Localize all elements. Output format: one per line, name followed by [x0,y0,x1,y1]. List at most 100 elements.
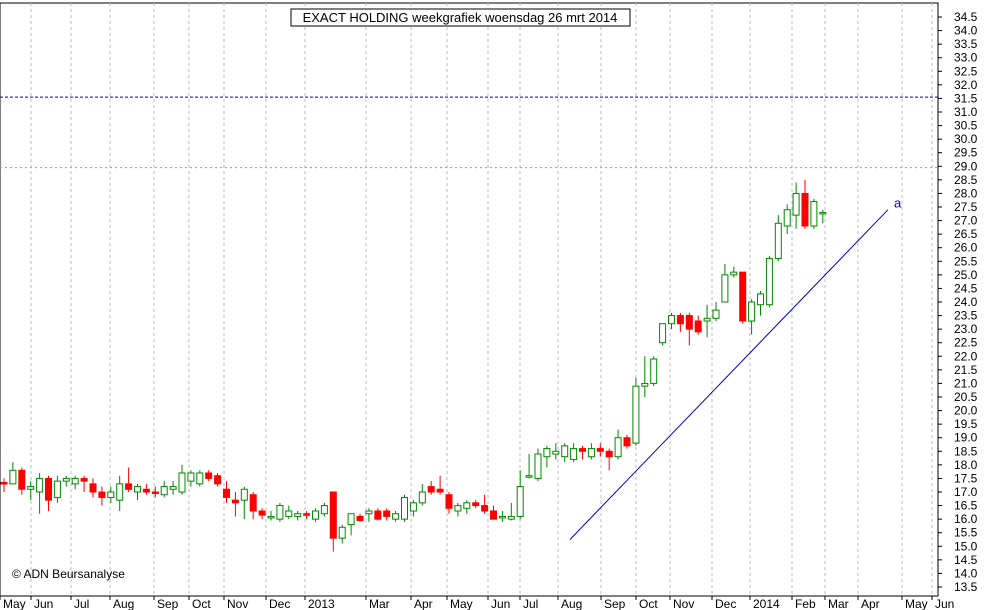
candle-body [53,480,61,498]
y-tick-label: 29.5 [954,146,978,160]
candle-body [249,494,257,512]
copyright-text: © ADN Beursanalyse [12,567,125,581]
y-tick-label: 26.0 [954,241,978,255]
y-tick-label: 20.5 [954,390,978,404]
candle-body [650,358,658,384]
y-tick-label: 26.5 [954,227,978,241]
candle-body [392,513,400,520]
candle-body [134,486,141,493]
candle-body [757,293,764,306]
candle-body [365,510,373,515]
y-tick-label: 22.0 [954,349,978,363]
candle-body [712,309,720,319]
y-tick-label: 34.0 [954,24,978,38]
y-tick-label: 16.0 [954,512,978,526]
y-tick-label: 27.0 [954,214,978,228]
y-tick-label: 23.5 [954,309,978,323]
candle-body [810,201,818,227]
chart-title: EXACT HOLDING weekgrafiek woensdag 26 mr… [303,10,618,25]
candle-body [498,515,506,519]
candle-body [659,323,667,344]
candle-body [18,469,26,490]
candle-body [374,510,382,520]
candle-body [454,505,462,512]
candle-body [587,448,595,458]
y-tick-label: 28.5 [954,173,978,187]
y-tick-label: 17.0 [954,485,978,499]
candle-body [632,385,640,444]
candle-body [561,445,569,458]
candle-body [543,448,551,458]
candle-body [748,301,756,322]
trendline-label: a [894,196,902,211]
candle-body [214,475,222,485]
candle-body [142,488,150,493]
x-tick-label: Apr [861,597,880,610]
y-tick-label: 21.0 [954,376,978,390]
candle-body [223,488,230,498]
x-tick-label: Jul [523,597,538,610]
x-tick-label: Aug [113,597,134,610]
x-tick-label: Oct [192,597,211,610]
x-tick-label: Aug [561,597,582,610]
candle-body [205,472,213,479]
candle-body [169,486,177,490]
candle-body [783,209,791,227]
candle-body [187,472,195,482]
candle-body [721,274,729,303]
y-tick-label: 18.0 [954,458,978,472]
candle-body [401,496,408,520]
candle-body [730,271,738,276]
candle-body [27,486,35,490]
y-tick-label: 32.0 [954,78,978,92]
candle-body [338,526,346,539]
candle-body [668,315,675,325]
candle-body [694,320,702,333]
candle-body [276,505,284,520]
y-tick-label: 19.5 [954,417,978,431]
x-tick-label: Jul [74,597,89,610]
y-tick-label: 33.5 [954,37,978,51]
y-tick-label: 27.5 [954,200,978,214]
candle-body [472,502,480,507]
y-tick-label: 22.5 [954,336,978,350]
y-tick-label: 31.0 [954,105,978,119]
plot-area-border [0,2,939,597]
candle-body [641,382,649,387]
candle-body [552,450,560,455]
candle-body [240,488,248,501]
candle-body [703,317,711,322]
y-tick-label: 32.5 [954,64,978,78]
candle-body [347,513,355,526]
x-tick-label: Dec [269,597,290,610]
x-tick-label: Feb [795,597,816,610]
title-box [290,8,631,27]
candle-body [765,258,773,306]
x-tick-label: Jun [491,597,510,610]
y-tick-label: 15.0 [954,539,978,553]
candle-body [819,211,827,215]
candle-body [623,437,631,447]
y-tick-label: 13.5 [954,580,978,594]
y-tick-label: 19.0 [954,431,978,445]
y-tick-label: 30.5 [954,119,978,133]
y-tick-label: 34.5 [954,10,978,24]
y-tick-label: 25.0 [954,268,978,282]
candle-body [605,450,613,458]
candle-body [303,513,311,516]
candle-body [427,486,435,493]
x-tick-label: Oct [639,597,658,610]
candle-body [107,491,115,498]
x-tick-label: May [3,597,26,610]
candle-body [516,486,524,517]
y-tick-label: 24.0 [954,295,978,309]
candle-body [579,448,586,452]
candle-body [436,488,444,493]
x-tick-label: Nov [673,597,694,610]
y-tick-label: 31.5 [954,91,978,105]
candle-body [409,502,417,512]
y-tick-label: 24.5 [954,281,978,295]
x-tick-label: 2013 [308,597,335,610]
candle-body [231,499,239,504]
